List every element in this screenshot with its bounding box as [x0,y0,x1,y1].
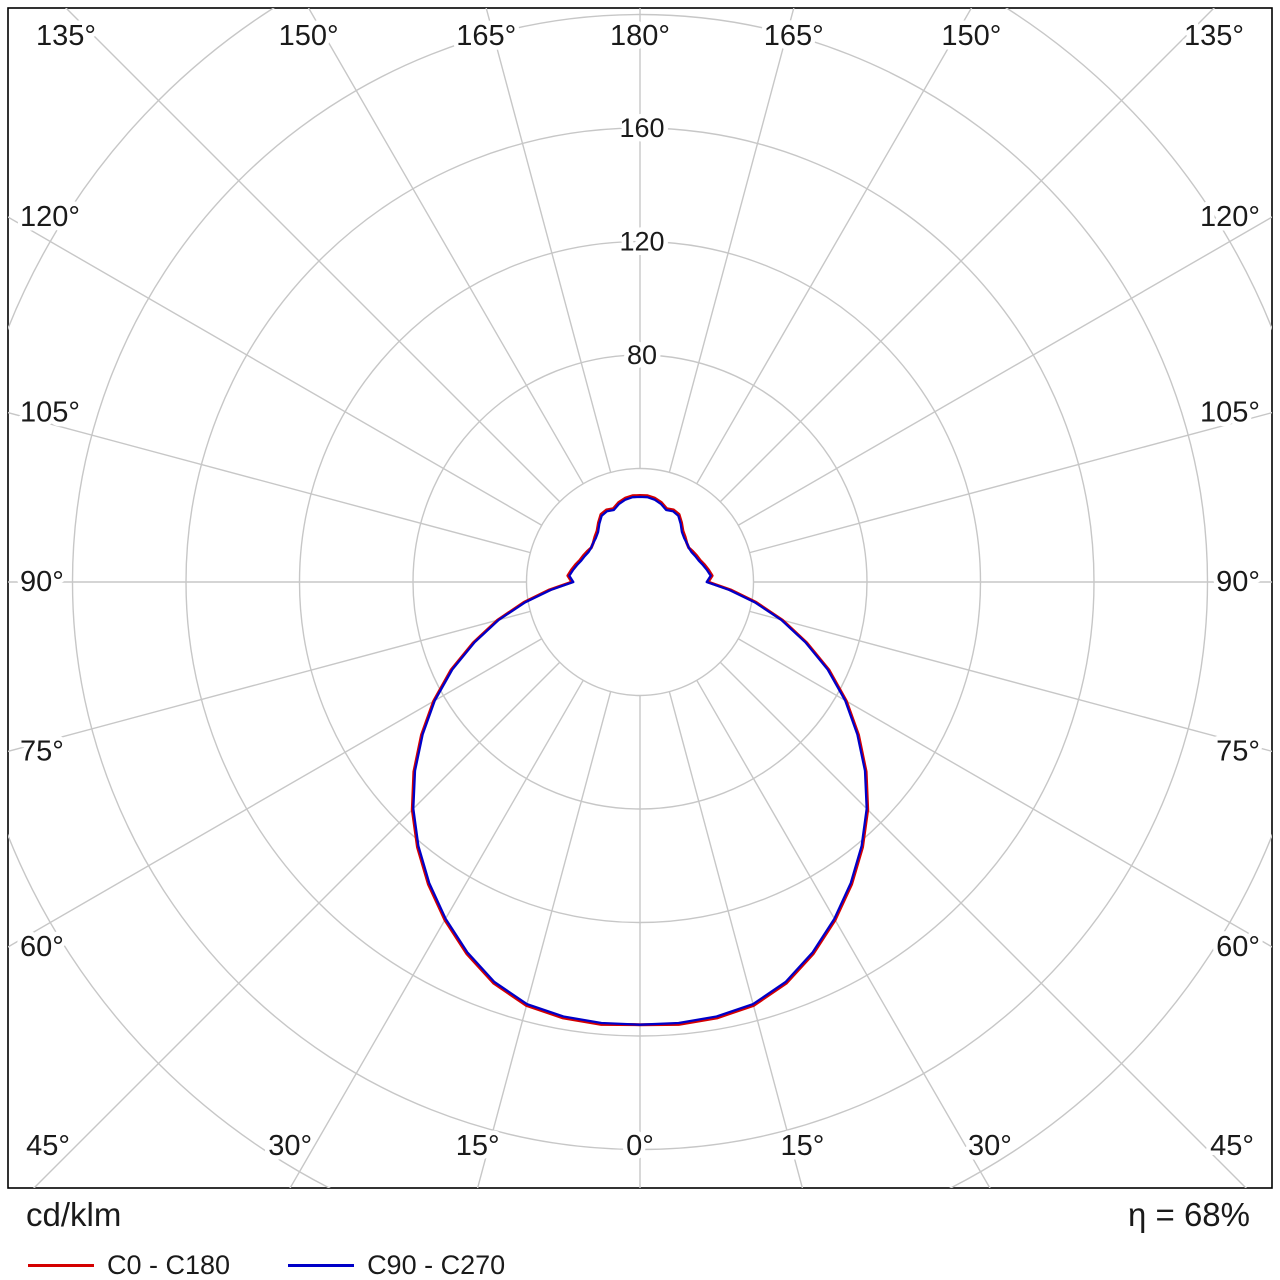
radial-tick-label: 120 [619,227,664,257]
grid-ray [289,679,584,1188]
angle-label: 60° [1216,931,1260,963]
angle-label: 180° [610,20,670,52]
angle-label: 15° [456,1130,500,1162]
grid-ray [737,638,1272,948]
angle-label: 135° [1184,20,1244,52]
grid-ray [696,8,973,485]
grid-ray [719,8,1215,503]
grid-ray [696,679,991,1188]
radial-tick-label: 160 [619,113,664,143]
angle-label: 45° [1210,1130,1254,1162]
angle-label: 75° [1216,735,1260,767]
unit-label: cd/klm [26,1196,122,1233]
angle-label: 105° [20,397,80,429]
grid-ray [668,8,795,473]
grid-ray [749,610,1272,753]
angle-label: 150° [941,20,1001,52]
grid-ray [65,8,561,503]
legend-item-c90: C90 - C270 [288,1250,505,1280]
angle-label: 30° [268,1130,312,1162]
c0-line-swatch [28,1264,94,1267]
angle-label: 0° [626,1130,654,1162]
angle-label: 90° [1216,566,1260,598]
legend: C0 - C180 C90 - C270 [28,1250,505,1280]
angle-label: 105° [1200,397,1260,429]
grid-ray [737,216,1272,526]
angle-label: 165° [456,20,516,52]
angle-labels: 135° 150° 165° 180° 165° 150° 135° 120° 120° 105°… [16,16,1265,1167]
chart-footer: cd/klm η = 68% C0 - C180 C90 - C270 [0,1192,1280,1280]
legend-label-c90: C90 - C270 [367,1250,506,1280]
angle-label: 135° [36,20,96,52]
angle-label: 150° [279,20,339,52]
grid-ray [8,610,531,753]
angle-label: 30° [968,1130,1012,1162]
grid-ray [719,661,1247,1188]
angle-label: 120° [20,201,80,233]
angle-label: 90° [20,566,64,598]
grid-ray [307,8,584,485]
angle-label: 15° [780,1130,824,1162]
series-curve-c90-c270 [412,495,868,1026]
grid-ray [485,8,612,473]
c90-line-swatch [288,1264,355,1267]
angle-label: 120° [1200,201,1260,233]
angle-label: 60° [20,931,64,963]
grid-ray [8,216,543,526]
angle-label: 165° [764,20,824,52]
grid-ray [8,411,531,554]
angle-label: 75° [20,735,64,767]
legend-item-c0: C0 - C180 [28,1250,230,1280]
grid-ray [668,691,804,1188]
grid-ray [476,691,612,1188]
radial-tick-label: 80 [627,340,657,370]
grid-ray [749,411,1272,554]
angle-label: 45° [26,1130,70,1162]
legend-label-c0: C0 - C180 [107,1250,231,1280]
grid-ray [8,638,543,948]
efficiency-label: η = 68% [1127,1196,1250,1233]
grid-ray [33,661,561,1188]
